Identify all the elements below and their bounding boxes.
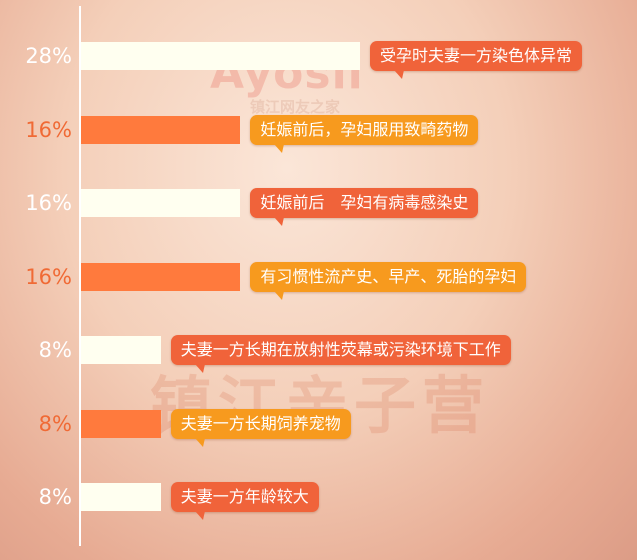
value-label: 28%	[25, 44, 72, 68]
category-label: 妊娠前后，孕妇服用致畸药物	[250, 114, 479, 153]
category-label: 受孕时夫妻一方染色体异常	[370, 41, 583, 79]
bar	[81, 42, 360, 70]
watermark-logo-subtitle: 镇江网友之家	[250, 98, 341, 116]
category-label: 夫妻一方年龄较大	[170, 482, 319, 520]
bar	[81, 115, 241, 144]
value-label: 16%	[25, 191, 72, 215]
value-label: 16%	[25, 117, 72, 142]
category-label: 有习惯性流产史、早产、死胎的孕妇	[250, 261, 527, 300]
value-label: 8%	[38, 338, 72, 362]
bar	[81, 483, 161, 511]
bar	[81, 336, 161, 364]
category-label: 夫妻一方长期饲养宠物	[170, 408, 351, 447]
category-label: 妊娠前后 孕妇有病毒感染史	[250, 188, 479, 226]
bar	[81, 409, 161, 438]
value-label: 16%	[25, 264, 72, 289]
axis-line	[79, 6, 81, 546]
category-label: 夫妻一方长期在放射性荧幕或污染环境下工作	[170, 335, 511, 373]
value-label: 8%	[38, 411, 72, 436]
bar	[81, 262, 241, 291]
bar	[81, 189, 241, 217]
value-label: 8%	[38, 485, 72, 509]
